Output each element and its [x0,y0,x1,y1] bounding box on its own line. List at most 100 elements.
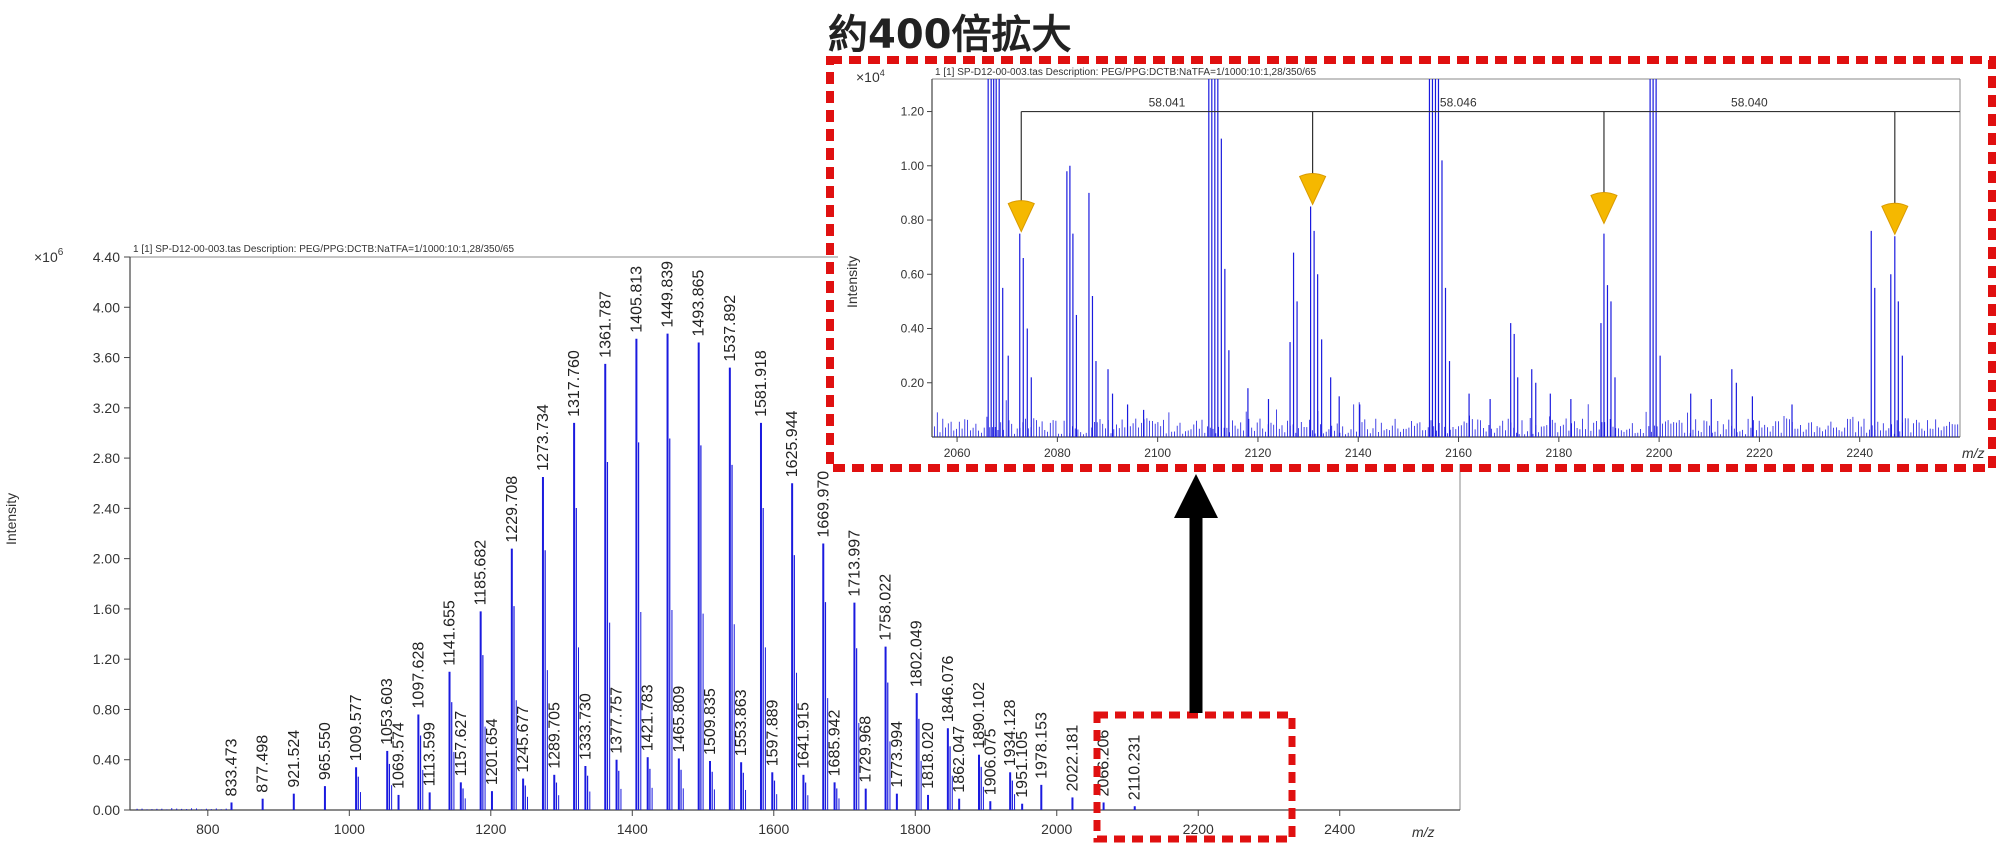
inset-marker-triangle [1881,202,1909,236]
main-peak-label: 1245.677 [515,706,532,773]
main-peak-label: 1289.705 [546,702,563,769]
main-peak-label: 1685.942 [827,710,844,777]
inset-y-axis-label: Intensity [844,256,860,308]
main-peak-label: 1758.022 [878,574,895,641]
main-peak-label: 1625.944 [784,410,801,477]
main-y-tick-label: 3.20 [93,400,120,416]
main-y-axis-label: Intensity [3,493,19,545]
zoom-title: 約400倍拡大 [828,12,1072,58]
main-peak-label: 1185.682 [473,540,490,606]
main-peak-label: 1157.627 [453,711,470,777]
main-peak-label: 921.524 [286,730,303,788]
inset-marker-triangle [1007,200,1035,233]
inset-x-tick-label: 2120 [1245,446,1272,460]
main-peak-label: 2110.231 [1127,735,1144,801]
main-peak-label: 1053.603 [379,678,396,745]
inset-y-tick-label: 0.20 [901,376,925,390]
inset-x-tick-label: 2080 [1044,446,1071,460]
main-peak-label: 1493.865 [691,270,708,337]
main-y-exponent: 6 [58,247,64,258]
inset-x-axis-label: m/z [1962,445,1985,461]
main-spectrum-chart: 1 [1] SP-D12-00-003.tas Description: PEG… [3,244,1461,840]
main-peak-label: 1317.760 [566,350,583,417]
main-peak-label: 1009.577 [348,694,365,761]
main-peak-label: 1421.783 [640,684,657,751]
inset-markers [1007,172,1909,236]
main-chart-header: 1 [1] SP-D12-00-003.tas Description: PEG… [133,244,514,255]
main-peak-label: 1773.994 [889,721,906,788]
inset-marker-triangle [1590,191,1618,225]
main-peak-label: 1890.102 [971,682,988,749]
inset-spectrum-chart: 1 [1] SP-D12-00-003.tas Description: PEG… [838,62,1994,464]
inset-marker-triangle [1298,172,1327,206]
inset-y-tick-label: 1.00 [901,159,925,173]
main-peak-label: 1465.809 [671,686,688,753]
main-peak-label: 1097.628 [410,642,427,709]
inset-peaks [987,79,1903,437]
main-peak-label: 877.498 [255,735,272,793]
main-peak-label: 1978.153 [1033,712,1050,779]
inset-y-ticks: 0.20 0.40 0.60 0.80 1.00 1.20 [901,105,932,390]
main-x-tick-label: 1200 [475,821,506,837]
main-x-tick-label: 1000 [334,821,365,837]
main-y-tick-label: 0.40 [93,752,120,768]
main-peak-label: 1141.655 [442,600,459,666]
main-peak-label: 2022.181 [1064,725,1081,792]
inset-x-tick-label: 2100 [1144,446,1171,460]
zoom-region-frame [1093,711,1296,843]
main-y-ticks: 0.00 0.40 0.80 1.20 1.60 2.00 2.40 2.80 3.20 3.60… [93,249,130,818]
main-peak-label: 1361.787 [597,291,614,358]
inset-background [838,62,1994,464]
main-peak-label: 1333.730 [577,693,594,760]
main-peaks [136,333,1136,810]
inset-chart-header: 1 [1] SP-D12-00-003.tas Description: PEG… [935,67,1316,78]
inset-y-multiplier: ×104 [856,68,885,85]
inset-spacing-label: 58.040 [1731,96,1768,110]
inset-y-exponent: 4 [880,68,885,78]
main-peak-label: 1862.047 [951,726,968,793]
main-x-tick-label: 1600 [758,821,789,837]
main-peak-label: 1641.915 [795,702,812,769]
inset-spacing-label: 58.046 [1440,96,1477,110]
main-peak-label: 1229.708 [504,476,521,543]
main-peak-label: 1906.075 [982,728,999,795]
inset-x-tick-label: 2140 [1345,446,1372,460]
main-x-axis-label: m/z [1412,824,1435,840]
inset-highlight-frame [826,56,1996,472]
main-y-tick-label: 4.00 [93,299,120,315]
main-peak-label: 1818.020 [920,722,937,789]
inset-x-ticks: 2060 2080 2100 2120 2140 2160 2180 2200 2220 2240 [944,437,1873,460]
main-peak-label: 1581.918 [753,350,770,417]
main-peak-label: 1113.599 [422,722,439,786]
main-peak-label: 1669.970 [815,471,832,538]
main-peak-label: 965.550 [317,722,334,780]
main-peak-label: 833.473 [223,739,240,797]
main-y-tick-label: 1.20 [93,651,120,667]
main-peak-label: 1951.105 [1014,731,1031,798]
main-peak-label: 1069.574 [391,722,408,789]
inset-x-tick-label: 2160 [1445,446,1472,460]
main-peak-label: 1449.839 [660,261,677,328]
main-x-ticks: 800 1000 1200 1400 1600 1800 2000 2200 2400 [196,810,1356,837]
main-y-tick-label: 2.80 [93,450,120,466]
main-peak-label: 1405.813 [628,266,645,333]
main-peak-label: 1201.654 [484,718,501,785]
main-x-tick-label: 2200 [1183,821,1214,837]
main-y-tick-label: 0.00 [93,802,120,818]
main-peak-label: 1729.968 [858,716,875,783]
inset-x-tick-label: 2240 [1846,446,1873,460]
main-x-tick-label: 1800 [900,821,931,837]
inset-spacing-label: 58.041 [1149,96,1186,110]
inset-y-tick-label: 0.60 [901,267,925,281]
inset-y-tick-label: 1.20 [901,105,925,119]
main-peak-label: 2066.206 [1096,730,1113,797]
main-peak-labels: 833.473 877.498 921.524 965.550 1009.577 1053… [223,261,1143,800]
main-y-tick-label: 2.00 [93,551,120,567]
main-peak-label: 1553.863 [733,689,750,756]
main-peak-label: 1377.757 [609,687,626,754]
main-y-tick-label: 2.40 [93,500,120,516]
main-peak-label: 1713.997 [846,530,863,597]
inset-x-tick-label: 2180 [1545,446,1572,460]
inset-x-tick-label: 2220 [1746,446,1773,460]
